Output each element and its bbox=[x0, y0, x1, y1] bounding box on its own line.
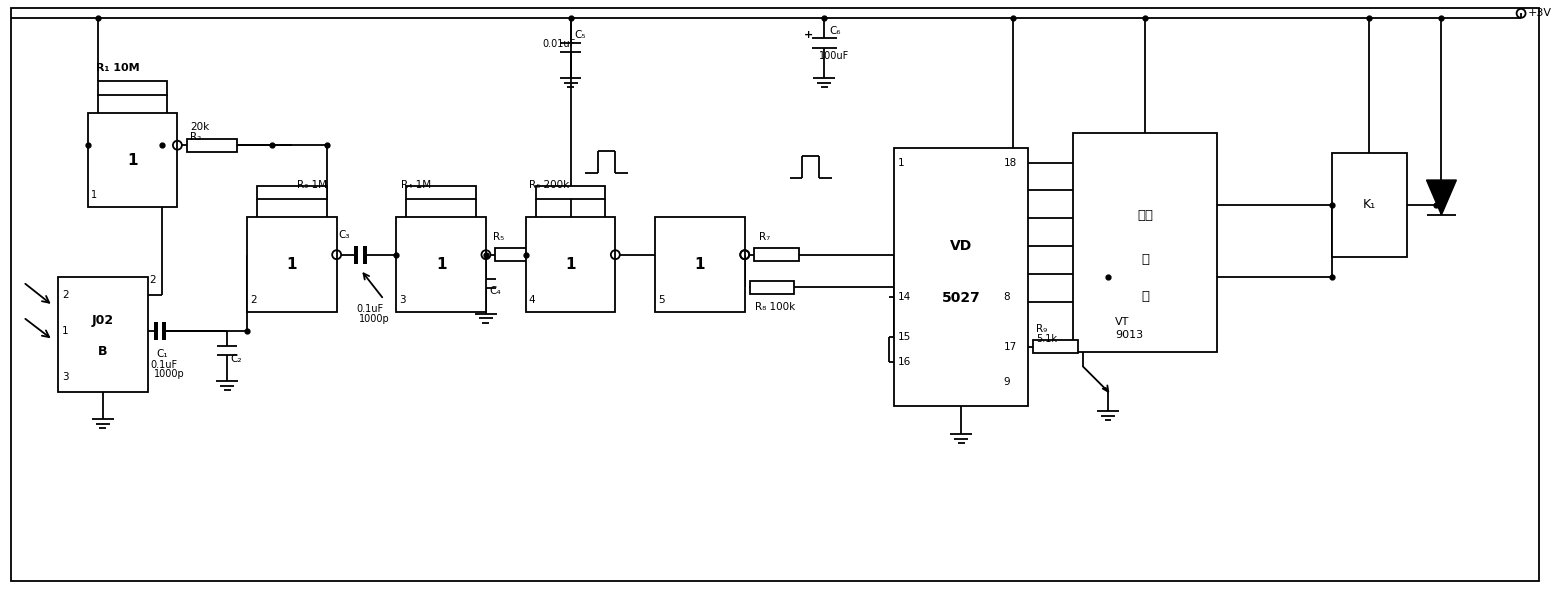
Text: B: B bbox=[98, 345, 107, 358]
Text: C₄: C₄ bbox=[489, 286, 500, 296]
Text: R₉: R₉ bbox=[1037, 324, 1048, 334]
Bar bbox=[750, 281, 794, 294]
Bar bbox=[87, 113, 177, 207]
Text: 1: 1 bbox=[898, 157, 905, 168]
Text: 9013: 9013 bbox=[1115, 330, 1143, 340]
Bar bbox=[58, 277, 148, 391]
Text: 0.1uF: 0.1uF bbox=[151, 360, 177, 370]
Bar bbox=[98, 81, 168, 95]
Text: 3: 3 bbox=[399, 295, 406, 305]
Text: 4: 4 bbox=[529, 295, 536, 305]
Bar bbox=[1073, 133, 1218, 352]
Bar bbox=[655, 217, 744, 312]
Text: 100uF: 100uF bbox=[819, 51, 850, 61]
Text: 编码: 编码 bbox=[1137, 210, 1154, 223]
Text: C₆: C₆ bbox=[830, 26, 841, 36]
Text: C₃: C₃ bbox=[338, 230, 350, 240]
Text: 17: 17 bbox=[1004, 342, 1017, 352]
Bar bbox=[526, 217, 615, 312]
Bar bbox=[397, 217, 486, 312]
Bar bbox=[1331, 153, 1406, 257]
Bar bbox=[187, 139, 237, 152]
Text: R₇: R₇ bbox=[760, 232, 771, 242]
Text: 开: 开 bbox=[1141, 253, 1149, 266]
Text: 0.1uF: 0.1uF bbox=[357, 304, 383, 314]
Text: 16: 16 bbox=[898, 357, 911, 366]
Text: 0.01uF: 0.01uF bbox=[543, 39, 576, 49]
Text: 9: 9 bbox=[1004, 377, 1010, 387]
Text: C₅: C₅ bbox=[575, 30, 585, 40]
Text: 5027: 5027 bbox=[942, 291, 981, 305]
Polygon shape bbox=[1426, 180, 1456, 215]
Text: 18: 18 bbox=[1004, 157, 1017, 168]
Bar bbox=[536, 185, 606, 200]
Text: J02: J02 bbox=[92, 314, 114, 327]
Text: 1000p: 1000p bbox=[360, 314, 389, 324]
Text: 8: 8 bbox=[1004, 292, 1010, 302]
Text: R₅: R₅ bbox=[494, 232, 504, 242]
Text: 2: 2 bbox=[62, 290, 69, 300]
Text: +: + bbox=[803, 30, 813, 40]
Text: R₃ 1M: R₃ 1M bbox=[297, 179, 327, 189]
Text: R₆ 200k: R₆ 200k bbox=[529, 179, 568, 189]
Text: 5: 5 bbox=[659, 295, 665, 305]
Text: 20k: 20k bbox=[190, 123, 209, 132]
Text: 1: 1 bbox=[90, 191, 97, 201]
Bar bbox=[1034, 340, 1077, 353]
Text: C₂: C₂ bbox=[230, 354, 241, 364]
Text: +3V: +3V bbox=[1527, 8, 1552, 18]
Text: 1: 1 bbox=[565, 257, 576, 272]
Text: 14: 14 bbox=[898, 292, 911, 302]
Bar bbox=[406, 185, 476, 200]
Bar bbox=[754, 248, 799, 261]
Text: 1: 1 bbox=[694, 257, 705, 272]
Text: K₁: K₁ bbox=[1362, 198, 1376, 211]
Text: R₄ 1M: R₄ 1M bbox=[402, 179, 431, 189]
Text: 1: 1 bbox=[286, 257, 297, 272]
Bar bbox=[894, 147, 1028, 407]
Text: VD: VD bbox=[950, 239, 972, 253]
Bar bbox=[495, 248, 536, 261]
Bar bbox=[248, 217, 336, 312]
Text: 15: 15 bbox=[898, 332, 911, 342]
Text: R₈ 100k: R₈ 100k bbox=[755, 302, 796, 312]
Text: R₂: R₂ bbox=[190, 132, 201, 142]
Text: 1000p: 1000p bbox=[154, 369, 184, 379]
Text: 1: 1 bbox=[128, 153, 139, 168]
Text: 3: 3 bbox=[62, 372, 69, 382]
Text: R₁ 10M: R₁ 10M bbox=[97, 63, 140, 73]
Text: 1: 1 bbox=[62, 326, 69, 336]
Text: C₁: C₁ bbox=[157, 349, 168, 359]
Text: VT: VT bbox=[1115, 317, 1129, 327]
Text: 2: 2 bbox=[149, 275, 156, 285]
Text: 2: 2 bbox=[251, 295, 257, 305]
Text: 关: 关 bbox=[1141, 291, 1149, 304]
Bar bbox=[257, 185, 327, 200]
Text: 1: 1 bbox=[436, 257, 447, 272]
Text: 5.1k: 5.1k bbox=[1037, 334, 1057, 344]
